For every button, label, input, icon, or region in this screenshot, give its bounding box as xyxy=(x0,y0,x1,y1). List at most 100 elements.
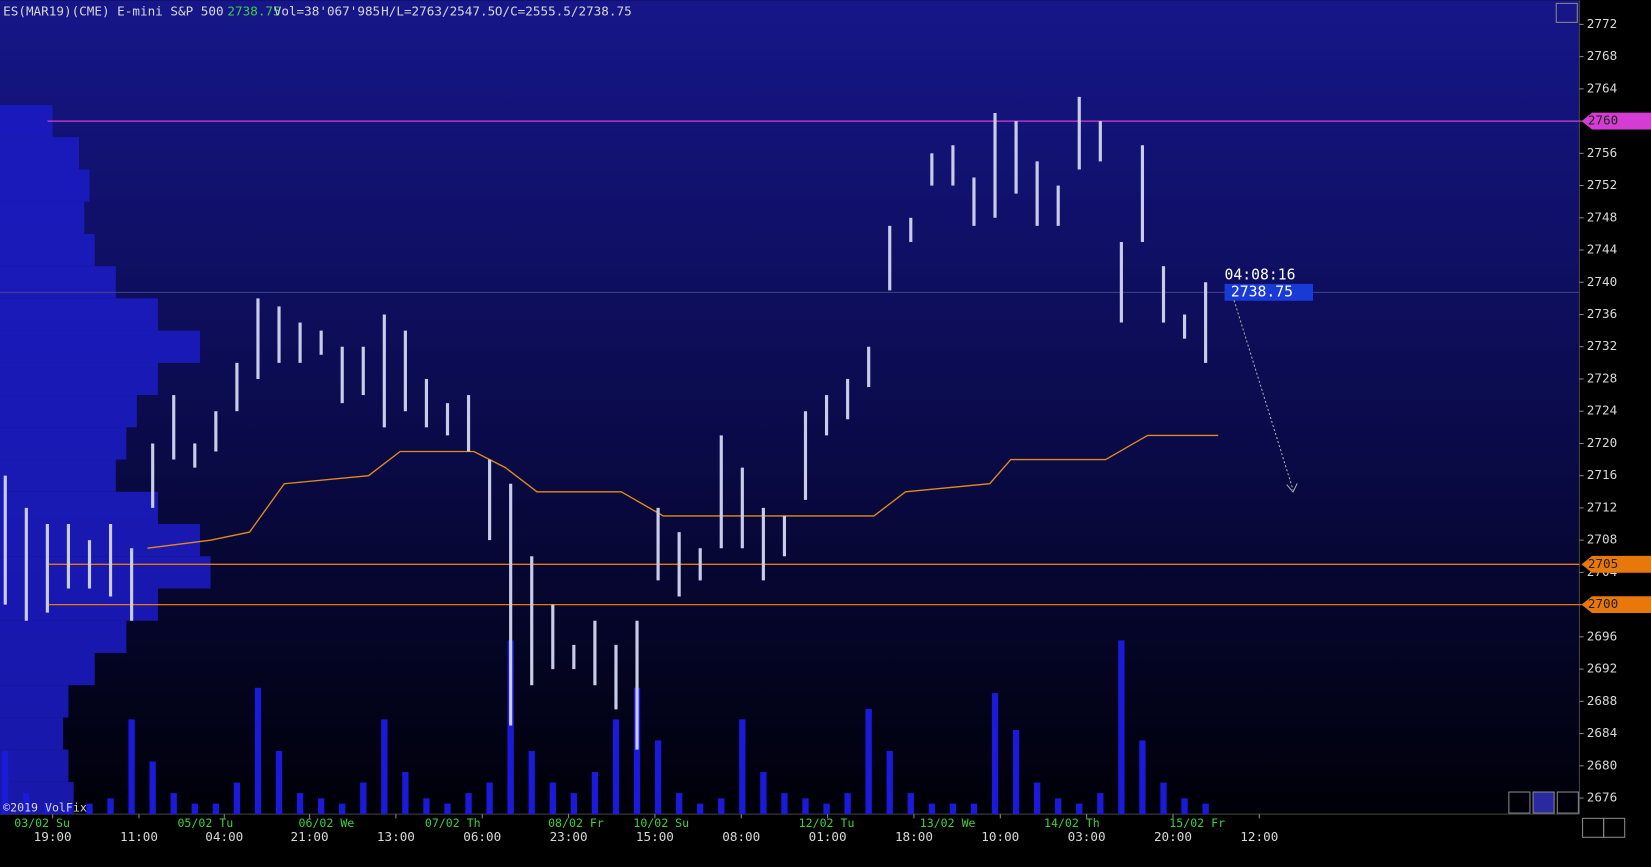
layout-button[interactable] xyxy=(1508,791,1531,814)
volume-bar xyxy=(1202,803,1209,815)
volume-bar xyxy=(844,793,851,815)
date-tick-label: 10/02 Su xyxy=(633,816,689,830)
y-tick-label: 2732 xyxy=(1587,338,1617,353)
y-tick-label: 2688 xyxy=(1587,693,1617,708)
profile-bar xyxy=(0,427,127,460)
x-tick-label: 20:00 xyxy=(1154,829,1192,844)
date-tick-label: 03/02 Su xyxy=(14,816,70,830)
volume-bar xyxy=(1139,740,1146,815)
header-last: 2738.75 xyxy=(227,3,280,18)
x-tick-label: 03:00 xyxy=(1068,829,1106,844)
volume-bar xyxy=(612,719,620,815)
profile-bar xyxy=(0,652,95,686)
annotation-arrow-head xyxy=(1286,483,1298,493)
volume-bar xyxy=(486,782,493,815)
level-marker xyxy=(1581,596,1651,614)
y-tick-label: 2692 xyxy=(1587,661,1617,676)
y-tick-label: 2716 xyxy=(1587,467,1617,482)
date-tick-label: 13/02 We xyxy=(920,816,976,830)
y-tick-label: 2720 xyxy=(1587,435,1617,450)
profile-bar xyxy=(0,362,158,396)
volume-bar xyxy=(423,798,430,815)
volume-bar xyxy=(360,782,367,815)
volume-bar xyxy=(296,793,304,815)
y-tick-label: 2680 xyxy=(1587,757,1617,772)
x-tick-label: 10:00 xyxy=(981,829,1019,844)
date-tick-label: 06/02 We xyxy=(299,816,355,830)
profile-bar xyxy=(0,137,79,170)
level-marker xyxy=(1581,555,1651,573)
volume-bar xyxy=(970,803,978,815)
tool-button[interactable] xyxy=(1555,2,1578,23)
volume-bar xyxy=(823,803,830,815)
copyright: ©2019 VolFix xyxy=(3,800,87,814)
volume-bar xyxy=(675,793,683,815)
volume-bar xyxy=(86,803,93,815)
y-tick-label: 2740 xyxy=(1587,274,1617,289)
volume-bar xyxy=(654,740,662,815)
profile-bar xyxy=(0,685,69,718)
volume-bar xyxy=(739,719,746,815)
profile-bar xyxy=(0,491,158,525)
profile-bar xyxy=(0,330,201,363)
header-high-low: H/L=2763/2547.5 xyxy=(381,3,495,18)
volume-bar xyxy=(233,782,241,815)
volume-bar xyxy=(991,693,999,815)
y-tick-label: 2724 xyxy=(1587,403,1617,418)
header-open-close: O/C=2555.5/2738.75 xyxy=(495,3,632,18)
last-price-label: 2738.75 xyxy=(1231,283,1293,300)
profile-bar xyxy=(0,556,211,589)
volume-bar xyxy=(465,793,472,815)
y-tick-label: 2696 xyxy=(1587,628,1617,643)
volume-bar xyxy=(23,793,30,815)
volume-bar xyxy=(549,782,556,815)
scroll-right-button[interactable] xyxy=(1603,817,1626,838)
volume-bar xyxy=(275,750,283,815)
layout-button[interactable] xyxy=(1532,791,1555,814)
profile-bar xyxy=(0,620,127,653)
volume-bar xyxy=(254,687,262,815)
volume-bar xyxy=(1033,782,1041,815)
x-tick-label: 21:00 xyxy=(291,829,329,844)
profile-bar xyxy=(0,104,53,138)
y-tick-label: 2728 xyxy=(1587,370,1617,385)
last-price-box xyxy=(1224,283,1314,301)
date-tick-label: 05/02 Tu xyxy=(177,816,233,830)
volume-bar xyxy=(697,803,704,815)
date-tick-label: 12/02 Tu xyxy=(799,816,855,830)
volume-bar xyxy=(149,761,156,815)
profile-bar xyxy=(0,169,90,202)
y-tick-label: 2708 xyxy=(1587,532,1617,547)
profile-bar xyxy=(0,395,137,428)
level-label: 2700 xyxy=(1588,596,1618,611)
volume-bar xyxy=(339,803,346,815)
y-tick-label: 2772 xyxy=(1587,16,1617,31)
volume-bar xyxy=(128,719,135,815)
volume-bar xyxy=(381,719,388,815)
date-tick-label: 08/02 Fr xyxy=(548,816,604,830)
level-label: 2760 xyxy=(1588,113,1618,128)
x-tick-label: 08:00 xyxy=(722,829,760,844)
volume-bar xyxy=(191,803,198,815)
volume-bar xyxy=(107,798,114,815)
x-tick-label: 12:00 xyxy=(1240,829,1278,844)
volume-bar xyxy=(1076,803,1083,815)
x-tick-label: 15:00 xyxy=(636,829,674,844)
profile-bar xyxy=(0,459,116,492)
volume-bar xyxy=(317,798,325,815)
volume-bar xyxy=(1118,640,1125,815)
expand-button[interactable] xyxy=(1556,791,1579,814)
x-tick-label: 06:00 xyxy=(463,829,501,844)
profile-bar xyxy=(0,233,95,267)
volume-bar xyxy=(570,793,578,815)
date-tick-label: 15/02 Fr xyxy=(1169,816,1225,830)
volume-bar xyxy=(865,708,872,815)
level-marker xyxy=(1581,112,1651,130)
volume-bar xyxy=(928,803,936,815)
date-tick-label: 14/02 Th xyxy=(1044,816,1100,830)
y-tick-label: 2756 xyxy=(1587,145,1617,160)
y-tick-label: 2736 xyxy=(1587,306,1617,321)
level-label: 2705 xyxy=(1588,556,1618,571)
volume-bar xyxy=(2,750,9,815)
x-tick-label: 04:00 xyxy=(205,829,243,844)
